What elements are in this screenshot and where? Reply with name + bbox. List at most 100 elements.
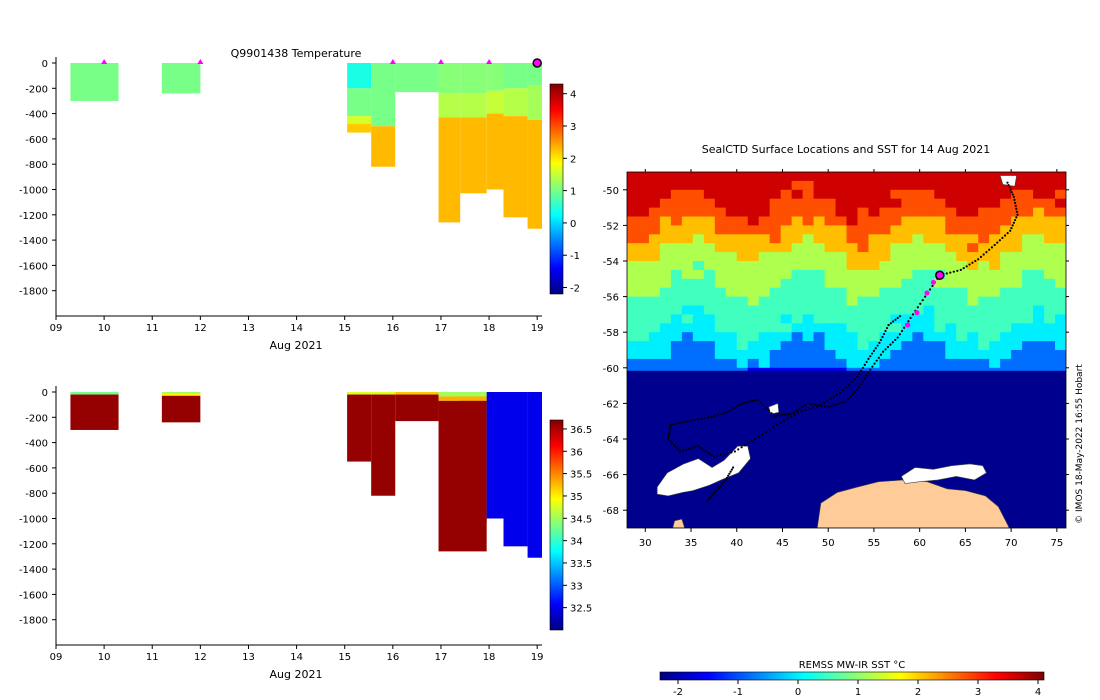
temperature-colorbar-ticks: -2 -1 0 1 2 3 4 <box>563 90 580 295</box>
sst-cell <box>868 350 881 360</box>
colorbar-tick-label: 33 <box>570 581 583 592</box>
track-point <box>689 419 692 422</box>
sst-cell <box>912 350 925 360</box>
sst-cell <box>912 323 925 334</box>
sst-cell <box>1055 341 1066 352</box>
sst-cell <box>923 216 936 227</box>
sst-cell <box>627 323 639 334</box>
surface-marker <box>389 59 396 64</box>
profile-cell-7-0 <box>486 392 504 519</box>
sst-cell <box>627 252 639 263</box>
map-body <box>627 172 1066 528</box>
track-point <box>889 343 892 346</box>
sst-cell <box>978 341 991 352</box>
sst-cell <box>637 252 650 263</box>
track-point <box>1015 210 1019 213</box>
sst-cell <box>824 252 837 263</box>
sst-cell <box>670 252 683 263</box>
sst-cell <box>758 323 771 334</box>
track-point <box>861 366 865 369</box>
surface-marker <box>101 59 108 64</box>
track-point <box>858 386 861 389</box>
profile-cell-9-0 <box>527 392 542 558</box>
track-point <box>832 404 836 407</box>
sst-cell <box>627 189 639 200</box>
x-tick-label: 13 <box>242 652 255 663</box>
sst-cell <box>681 323 694 334</box>
temperature-xlabel: Aug 2021 <box>270 339 323 352</box>
sst-cell <box>857 172 870 182</box>
track-point <box>892 320 895 323</box>
track-point <box>962 267 965 270</box>
track-point <box>827 405 830 409</box>
sst-cell <box>637 261 650 271</box>
sst-cell <box>648 269 661 280</box>
sst-cell <box>978 358 991 369</box>
sst-cell <box>1033 296 1046 307</box>
sst-cell <box>780 207 793 218</box>
sst-cell <box>890 305 903 316</box>
sst-colorbar <box>659 671 1045 681</box>
sst-cell <box>846 172 859 182</box>
sst-cell <box>670 287 683 298</box>
sst-cell <box>1044 180 1057 191</box>
sst-cell <box>780 314 793 325</box>
sst-cell <box>736 189 749 200</box>
sst-cell <box>670 269 683 280</box>
track-point <box>710 415 713 418</box>
sst-cell <box>714 172 727 182</box>
sst-cell <box>923 296 936 307</box>
track-point <box>1001 236 1004 239</box>
sst-cell <box>736 269 749 280</box>
sst-cell <box>934 207 947 218</box>
track-point <box>686 420 689 423</box>
track-point <box>921 299 924 302</box>
track-point <box>878 341 881 344</box>
track-point <box>747 442 750 445</box>
sst-cell <box>1022 305 1035 316</box>
sst-cell <box>1011 332 1024 343</box>
sst-cell <box>989 341 1002 352</box>
sst-cell <box>945 305 958 316</box>
track-point <box>707 498 710 501</box>
sst-cell <box>890 287 903 298</box>
sst-cell <box>835 296 848 307</box>
sst-cell <box>989 216 1002 227</box>
sst-cell <box>978 350 991 360</box>
sst-cell <box>1055 243 1066 254</box>
track-point <box>741 402 744 405</box>
sst-cell <box>692 341 705 352</box>
sst-cell <box>637 278 650 289</box>
sst-cell <box>1055 305 1066 316</box>
sst-cell <box>1033 180 1046 191</box>
sst-cell <box>681 234 694 245</box>
track-point <box>707 452 710 455</box>
track-point <box>990 246 994 249</box>
sst-cell <box>1022 261 1035 271</box>
sst-cell <box>956 341 969 352</box>
sst-cell <box>747 296 760 307</box>
sst-cell <box>714 189 727 200</box>
sst-cell <box>890 243 903 254</box>
sst-cell <box>714 341 727 352</box>
track-point <box>719 485 722 488</box>
track-point <box>900 329 904 333</box>
sst-cell <box>934 225 947 236</box>
sst-cell <box>736 225 749 236</box>
sst-cell <box>967 225 980 236</box>
sst-cell <box>912 358 925 369</box>
track-point <box>804 408 807 412</box>
sst-cell <box>1022 198 1035 209</box>
sst-cell <box>813 180 826 191</box>
sst-cell <box>1011 287 1024 298</box>
profile-cell-5-2 <box>438 117 461 223</box>
sst-cell <box>890 350 903 360</box>
sst-cell <box>824 269 837 280</box>
track-point <box>881 350 885 353</box>
sst-cell <box>1055 314 1066 325</box>
track-point <box>727 474 730 477</box>
sst-cell <box>791 332 804 343</box>
sst-cell <box>1000 323 1013 334</box>
sst-cell <box>1033 332 1046 343</box>
sst-cell <box>901 234 914 245</box>
